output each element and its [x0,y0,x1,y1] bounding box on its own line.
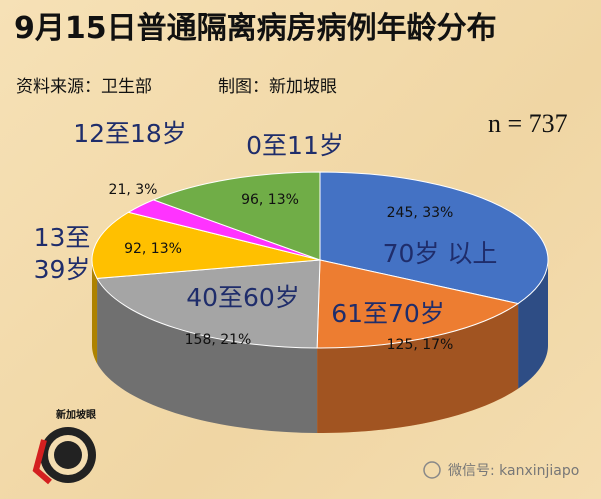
category-label: 12至18岁 [73,119,187,148]
source: 资料来源：卫生部 [16,77,152,97]
category-label: 61至70岁 [331,299,445,328]
credit: 制图：新加坡眼 [218,77,337,97]
category-label: 0至11岁 [246,131,344,160]
category-label: 40至60岁 [186,283,300,312]
slice-side [317,303,519,433]
value-label: 96, 13% [241,192,299,208]
chart-title: 9月15日普通隔离病房病例年龄分布 [14,11,497,46]
category-label: 70岁 以上 [382,239,498,268]
category-label: 13至39岁 [33,223,91,284]
logo-text: 新加坡眼 [56,408,96,421]
watermark: 微信号: kanxinjiapo [423,461,579,479]
slice-side-shade [97,278,318,433]
slice [319,171,549,305]
slice [316,259,520,349]
slice-tops [91,171,549,349]
annotation: n = 737 [488,109,568,138]
value-label: 92, 13% [124,241,182,257]
value-label: 125, 17% [387,337,454,353]
value-label: 245, 33% [387,205,454,221]
slice-side [518,260,548,389]
slice [96,259,321,349]
slice [91,211,321,279]
value-label: 158, 21% [185,332,252,348]
slice-side-shade [317,303,519,433]
slice [152,171,321,261]
watermark-text: 微信号: kanxinjiapo [448,463,579,479]
slice-side-shade [518,260,548,389]
slice-side [92,260,98,364]
slice-sides [92,260,548,433]
slice-side-shade [92,260,98,364]
logo: 新加坡眼 [32,408,96,485]
value-label: 21, 3% [109,182,158,198]
slice-side [97,278,318,433]
